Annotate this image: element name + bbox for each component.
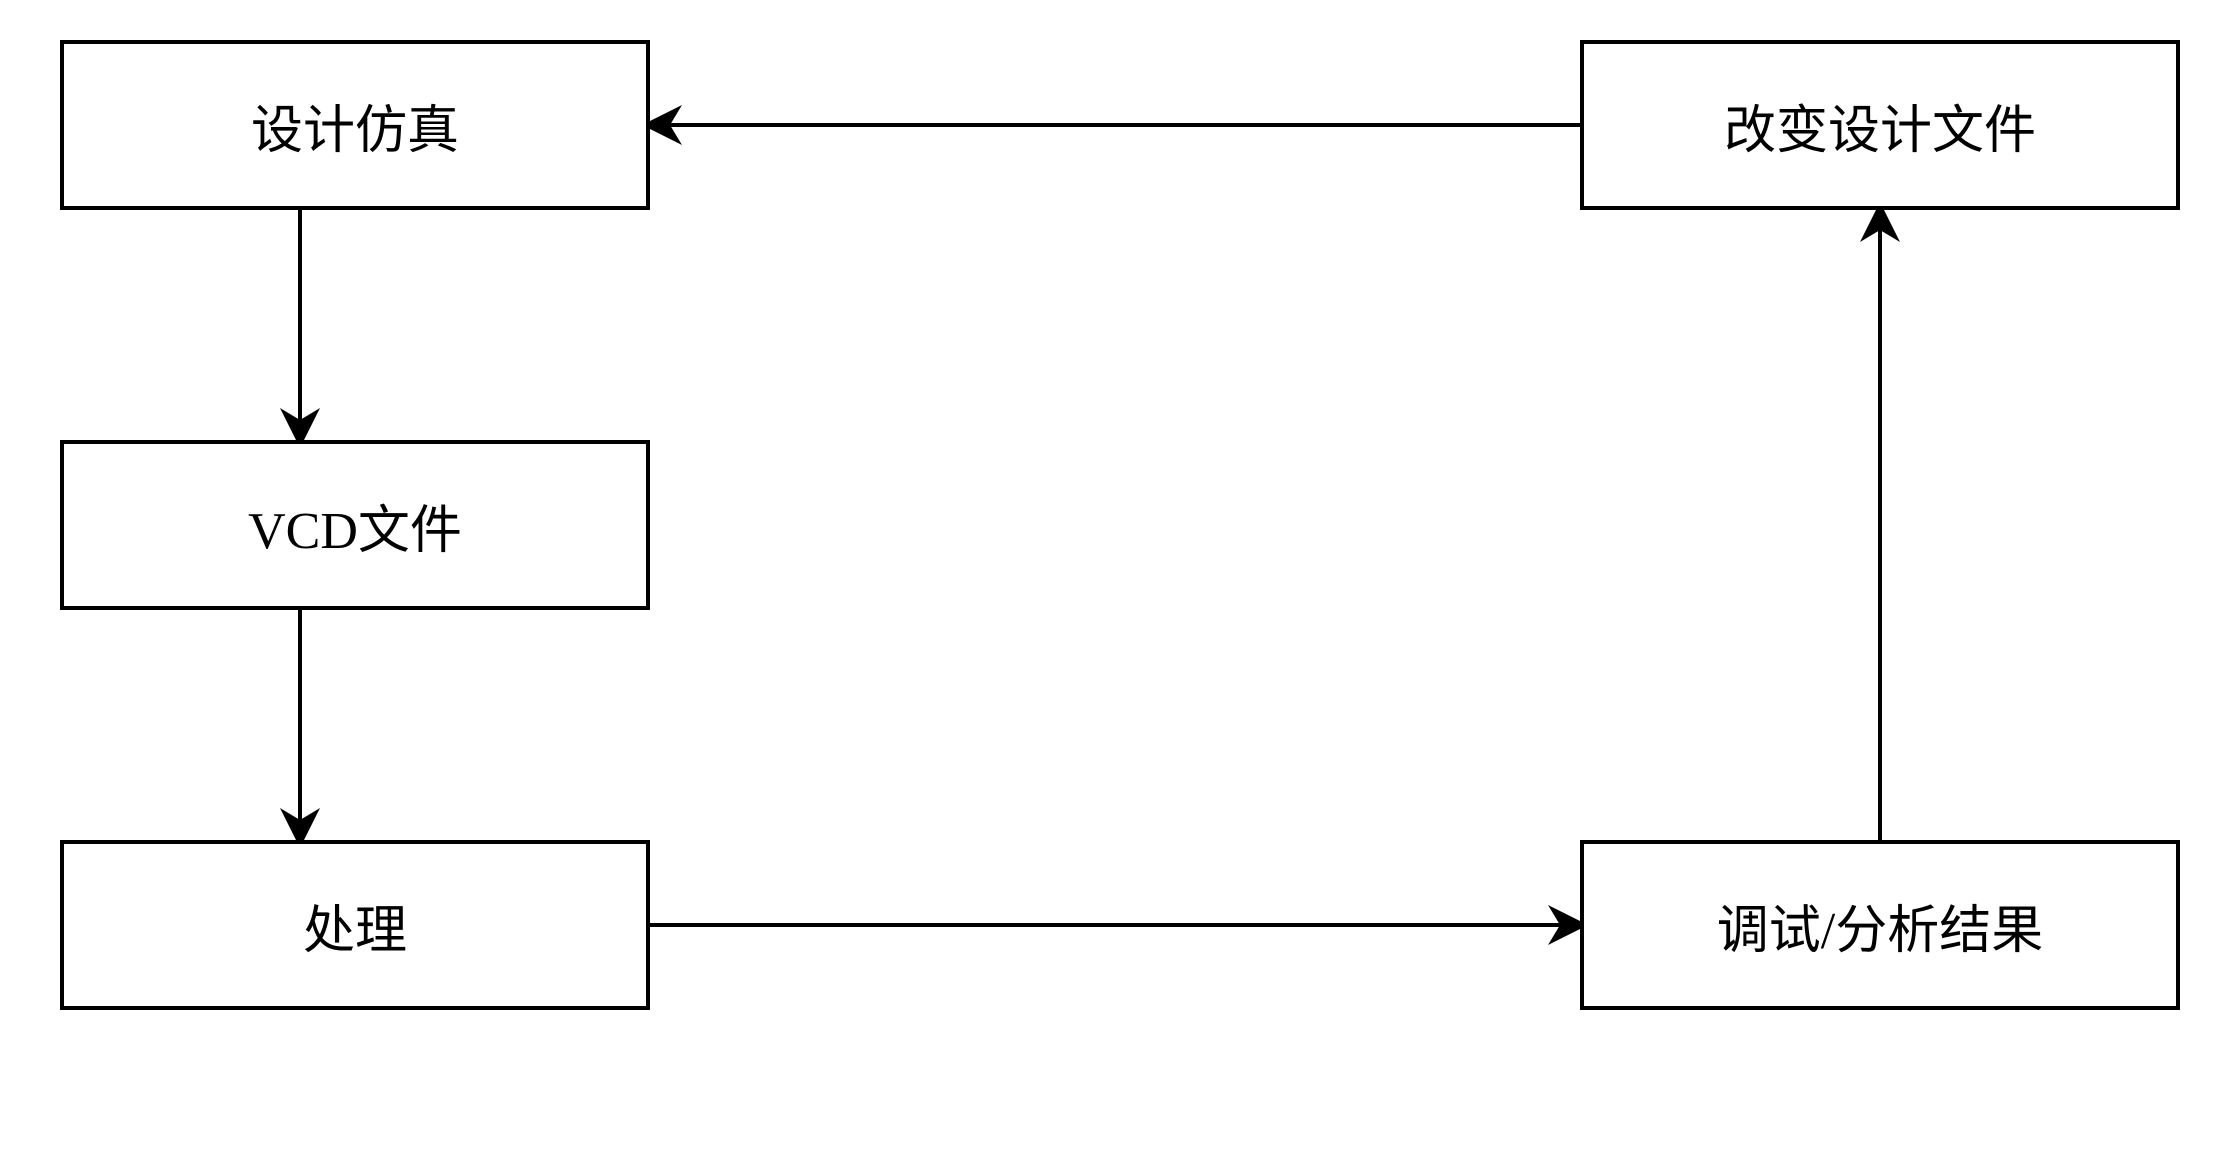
node-n5: 改变设计文件 <box>1580 40 2180 210</box>
node-label: VCD文件 <box>248 488 462 563</box>
node-n3: 处理 <box>60 840 650 1010</box>
node-n4: 调试/分析结果 <box>1580 840 2180 1010</box>
node-label: 调试/分析结果 <box>1717 888 2043 963</box>
node-n1: 设计仿真 <box>60 40 650 210</box>
node-label: 处理 <box>303 888 407 963</box>
flowchart-container: 设计仿真 VCD文件处理 调试/分析结果改变设计文件 <box>0 0 2229 1165</box>
node-label: 改变设计文件 <box>1724 88 2036 163</box>
node-label: 设计仿真 <box>251 88 459 163</box>
node-n2: VCD文件 <box>60 440 650 610</box>
